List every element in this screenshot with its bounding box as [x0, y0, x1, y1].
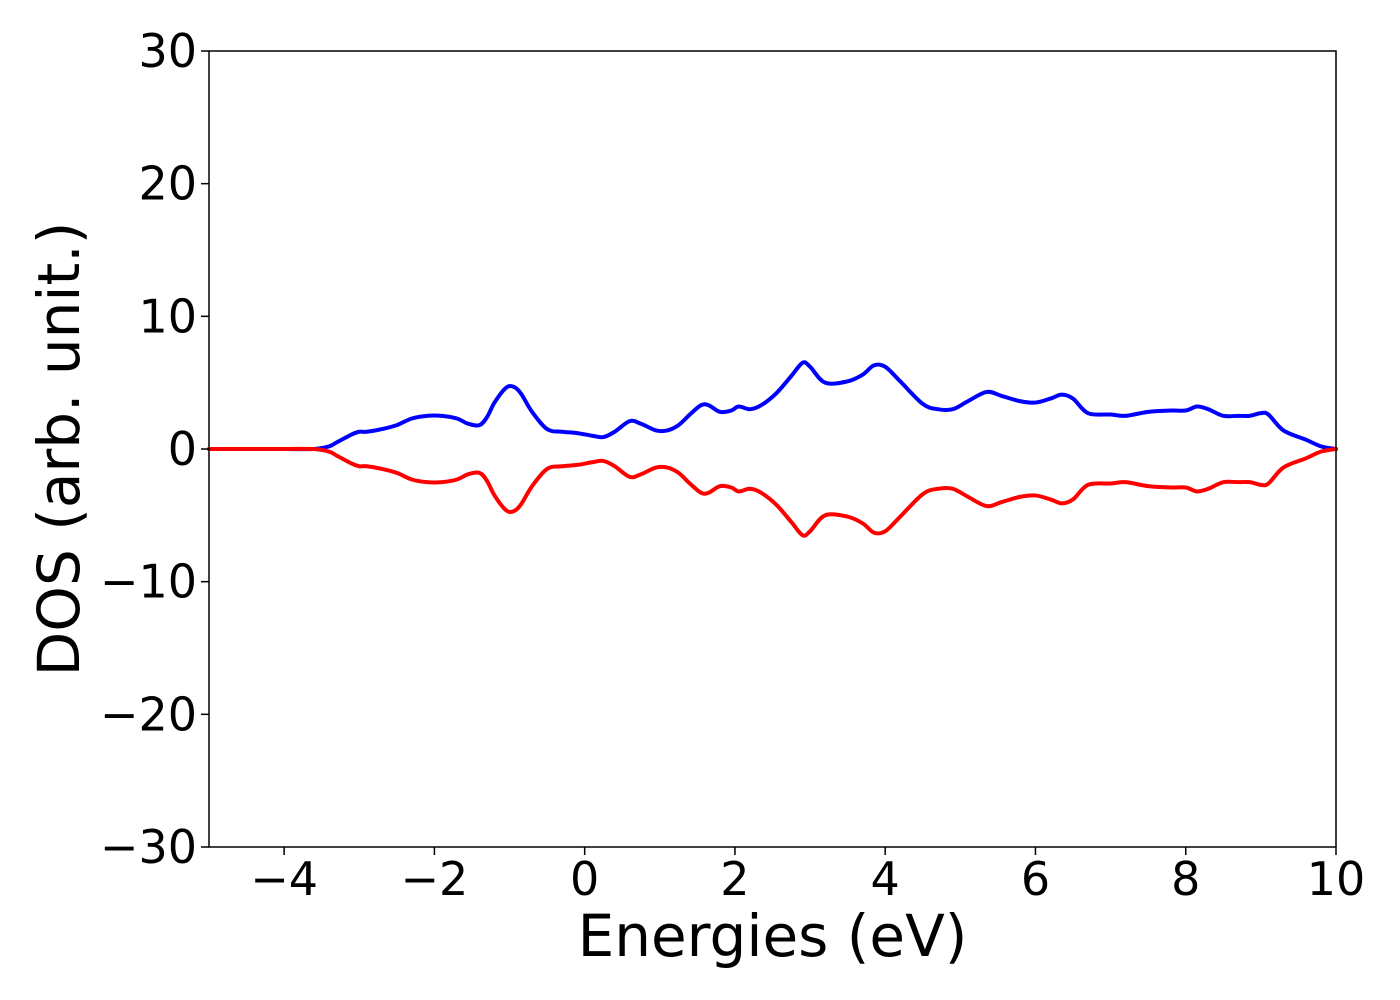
- series-layer: [207, 360, 1338, 538]
- y-tick-label: −30: [100, 820, 197, 874]
- y-tick-label: 0: [168, 422, 197, 476]
- dos-series-negative: [207, 446, 1338, 538]
- x-axis-label: Energies (eV): [578, 902, 968, 970]
- x-tick-label: 4: [871, 852, 900, 906]
- y-tick-label: 10: [138, 289, 197, 343]
- dos-series-positive: [207, 360, 1338, 452]
- y-tick-label: 20: [138, 157, 197, 211]
- x-tick-label: 2: [720, 852, 749, 906]
- y-axis: −30 −20 −10 0 10 20 30: [100, 24, 209, 874]
- x-axis: −4 −2 0 2 4 6 8 10: [250, 847, 1365, 906]
- plot-frame: [208, 50, 1337, 848]
- y-tick-label: −10: [100, 555, 197, 609]
- x-tick-label: 10: [1307, 852, 1366, 906]
- y-tick-label: 30: [138, 24, 197, 78]
- x-tick-label: 8: [1171, 852, 1200, 906]
- x-tick-label: 6: [1021, 852, 1050, 906]
- y-tick-label: −20: [100, 687, 197, 741]
- x-tick-label: 0: [570, 852, 599, 906]
- x-tick-label: −4: [250, 852, 318, 906]
- x-tick-label: −2: [400, 852, 468, 906]
- y-axis-label: DOS (arb. unit.): [25, 222, 93, 677]
